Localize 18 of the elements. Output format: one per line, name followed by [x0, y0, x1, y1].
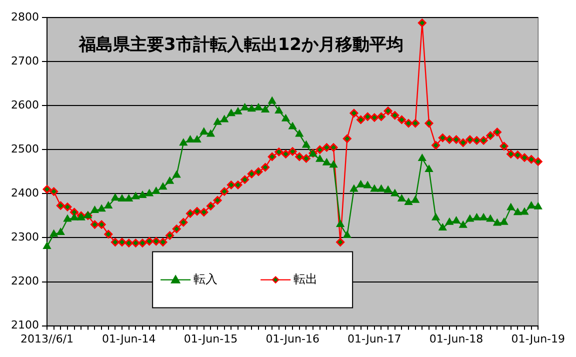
y-tick-label: 2200 — [10, 274, 39, 288]
x-tick-label: 01-Jun-16 — [266, 332, 320, 346]
y-tick-label: 2800 — [10, 10, 39, 24]
x-tick-label: 01-Jun-15 — [184, 332, 238, 346]
y-tick-label: 2700 — [10, 54, 39, 68]
y-tick-label: 2400 — [10, 186, 39, 200]
x-tick-label: 2013//6/1 — [20, 332, 74, 346]
x-tick-label: 01-Jun-18 — [429, 332, 484, 346]
text: 福島県主要3市計転入転出12か月移動平均 — [78, 35, 404, 56]
legend-label: 転出 — [294, 272, 318, 286]
y-tick-label: 2100 — [10, 318, 39, 332]
y-tick-label: 2600 — [10, 98, 39, 112]
x-tick-label: 01-Jun-14 — [102, 332, 156, 346]
y-tick-label: 2500 — [10, 142, 39, 156]
x-tick-label: 01-Jun-19 — [511, 332, 565, 346]
legend-label: 転入 — [194, 272, 218, 286]
x-tick-label: 01-Jun-17 — [348, 332, 402, 346]
y-tick-label: 2300 — [10, 230, 39, 244]
